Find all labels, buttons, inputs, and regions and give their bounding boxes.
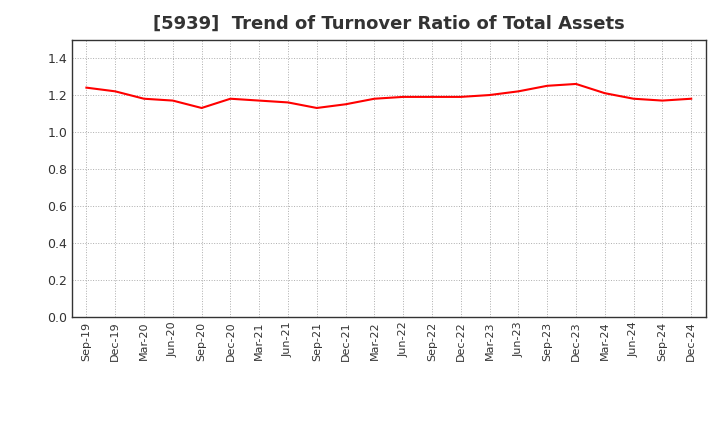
Title: [5939]  Trend of Turnover Ratio of Total Assets: [5939] Trend of Turnover Ratio of Total … [153, 15, 625, 33]
